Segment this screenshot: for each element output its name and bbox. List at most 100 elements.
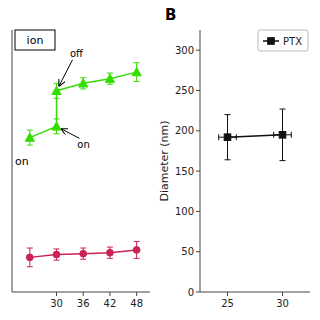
series-line — [30, 250, 137, 257]
error-cap — [27, 266, 33, 267]
x-tick-label: 48 — [130, 298, 143, 309]
marker-square — [279, 132, 286, 139]
error-cap — [218, 134, 219, 140]
error-cap — [54, 133, 60, 134]
marker-triangle — [79, 79, 88, 87]
x-tick — [227, 292, 228, 296]
error-cap — [80, 259, 86, 260]
marker-triangle — [52, 86, 61, 94]
x-tick-label: 30 — [276, 298, 289, 309]
y-error-bar — [80, 248, 86, 259]
error-cap — [54, 260, 60, 261]
legend-label: PTX — [283, 36, 302, 47]
error-cap — [291, 132, 292, 138]
plot-area — [25, 63, 141, 267]
x-tick — [136, 292, 137, 296]
error-cap — [54, 98, 60, 99]
title: B — [165, 6, 176, 24]
x-tick — [282, 292, 283, 296]
error-cap — [54, 248, 60, 249]
y-tick — [196, 50, 200, 51]
legend-box — [258, 30, 308, 51]
y-axis-line — [200, 30, 201, 292]
y-tick-label: 0 — [188, 287, 194, 298]
y-tick — [196, 292, 200, 293]
error-cap — [236, 134, 237, 140]
y-tick-label: 300 — [175, 45, 194, 56]
marker-circle — [26, 254, 33, 261]
annotation: ion — [27, 34, 44, 47]
y-error-bar — [54, 249, 60, 260]
y-error-bar — [280, 109, 286, 161]
error-cap — [107, 84, 113, 85]
error-cap — [54, 118, 60, 119]
error-cap — [273, 132, 274, 138]
x-tick — [56, 292, 57, 296]
error-cap — [134, 62, 140, 63]
x-tick-label: 30 — [50, 298, 63, 309]
panel: 2530050100150200250300BDiameter (nm)PTX — [158, 6, 310, 309]
x-tick — [83, 292, 84, 296]
annotation-arrow — [61, 129, 80, 139]
error-cap — [80, 248, 86, 249]
x-tick-label: 25 — [221, 298, 234, 309]
chart: 30364248offonionon2530050100150200250300… — [0, 0, 320, 320]
error-cap — [134, 241, 140, 242]
y-axis-label: Diameter (nm) — [158, 120, 171, 201]
y-tick — [196, 171, 200, 172]
marker-circle — [53, 251, 60, 258]
plot-area — [219, 109, 292, 161]
marker-circle — [80, 250, 87, 257]
annotation-box — [15, 30, 55, 50]
y-error-bar — [225, 115, 231, 160]
x-error-bar — [274, 132, 292, 138]
annotation: on — [15, 155, 29, 168]
marker-circle — [107, 249, 114, 256]
y-tick-label: 100 — [175, 206, 194, 217]
x-error-bar — [219, 134, 237, 140]
error-cap — [134, 258, 140, 259]
y-error-bar — [134, 241, 140, 258]
error-cap — [225, 159, 231, 160]
y-tick — [196, 251, 200, 252]
annotation: off — [70, 48, 84, 59]
marker-square — [224, 134, 231, 141]
marker-triangle — [132, 68, 141, 76]
y-error-bar — [27, 248, 33, 267]
error-cap — [27, 130, 33, 131]
annotation: on — [77, 139, 89, 150]
error-cap — [107, 247, 113, 248]
marker-triangle — [105, 74, 114, 82]
legend: PTX — [258, 30, 308, 51]
x-tick-label: 36 — [77, 298, 90, 309]
error-cap — [134, 81, 140, 82]
x-tick — [109, 292, 110, 296]
error-cap — [54, 83, 60, 84]
error-cap — [80, 88, 86, 89]
y-axis-line — [12, 30, 13, 292]
annotation-arrow — [59, 60, 73, 87]
y-tick — [196, 211, 200, 212]
y-tick-label: 50 — [181, 246, 194, 257]
error-cap — [27, 248, 33, 249]
error-cap — [225, 114, 231, 115]
x-axis-line — [12, 292, 150, 293]
marker-triangle — [25, 133, 34, 141]
panel: 30 36 42 48 off on ion on — [12, 30, 150, 309]
x-axis-line — [200, 292, 310, 293]
marker-triangle — [52, 122, 61, 130]
error-cap — [280, 109, 286, 110]
error-cap — [27, 145, 33, 146]
y-tick — [196, 130, 200, 131]
error-cap — [107, 258, 113, 259]
x-tick-label: 42 — [104, 298, 117, 309]
y-error-bar — [107, 247, 113, 258]
series-line — [57, 72, 137, 91]
marker-circle — [133, 246, 140, 253]
error-cap — [280, 160, 286, 161]
y-tick-label: 150 — [175, 166, 194, 177]
marker-square — [268, 38, 275, 45]
y-tick-label: 200 — [175, 125, 194, 136]
y-tick-label: 250 — [175, 85, 194, 96]
y-tick — [196, 90, 200, 91]
